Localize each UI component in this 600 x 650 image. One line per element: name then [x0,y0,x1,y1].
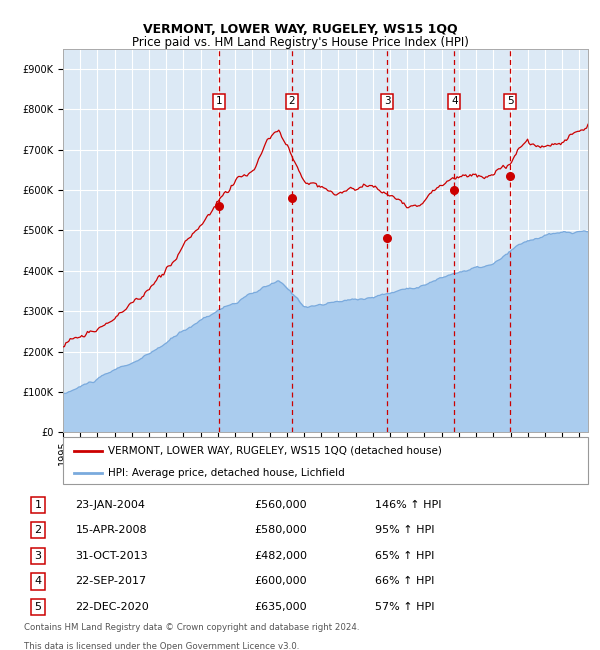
Text: 1: 1 [215,96,222,106]
Text: 95% ↑ HPI: 95% ↑ HPI [375,525,434,536]
Text: 5: 5 [507,96,514,106]
Text: £560,000: £560,000 [254,500,307,510]
Text: This data is licensed under the Open Government Licence v3.0.: This data is licensed under the Open Gov… [23,642,299,650]
Text: 3: 3 [34,551,41,561]
Text: VERMONT, LOWER WAY, RUGELEY, WS15 1QQ (detached house): VERMONT, LOWER WAY, RUGELEY, WS15 1QQ (d… [107,445,442,456]
Text: 4: 4 [451,96,458,106]
Text: VERMONT, LOWER WAY, RUGELEY, WS15 1QQ: VERMONT, LOWER WAY, RUGELEY, WS15 1QQ [143,23,457,36]
Text: Contains HM Land Registry data © Crown copyright and database right 2024.: Contains HM Land Registry data © Crown c… [23,623,359,632]
FancyBboxPatch shape [63,437,588,484]
Text: Price paid vs. HM Land Registry's House Price Index (HPI): Price paid vs. HM Land Registry's House … [131,36,469,49]
Text: £600,000: £600,000 [254,577,307,586]
Text: 65% ↑ HPI: 65% ↑ HPI [375,551,434,561]
Text: £580,000: £580,000 [254,525,307,536]
Text: 1: 1 [34,500,41,510]
Text: 15-APR-2008: 15-APR-2008 [76,525,147,536]
Text: £482,000: £482,000 [254,551,307,561]
Text: 3: 3 [384,96,391,106]
Text: 4: 4 [34,577,41,586]
Text: 2: 2 [289,96,295,106]
Text: 5: 5 [34,602,41,612]
Text: 22-SEP-2017: 22-SEP-2017 [76,577,146,586]
Text: HPI: Average price, detached house, Lichfield: HPI: Average price, detached house, Lich… [107,467,344,478]
Text: 66% ↑ HPI: 66% ↑ HPI [375,577,434,586]
Text: £635,000: £635,000 [254,602,307,612]
Text: 2: 2 [34,525,41,536]
Text: 57% ↑ HPI: 57% ↑ HPI [375,602,434,612]
Text: 146% ↑ HPI: 146% ↑ HPI [375,500,442,510]
Text: 22-DEC-2020: 22-DEC-2020 [76,602,149,612]
Text: 31-OCT-2013: 31-OCT-2013 [76,551,148,561]
Text: 23-JAN-2004: 23-JAN-2004 [76,500,145,510]
